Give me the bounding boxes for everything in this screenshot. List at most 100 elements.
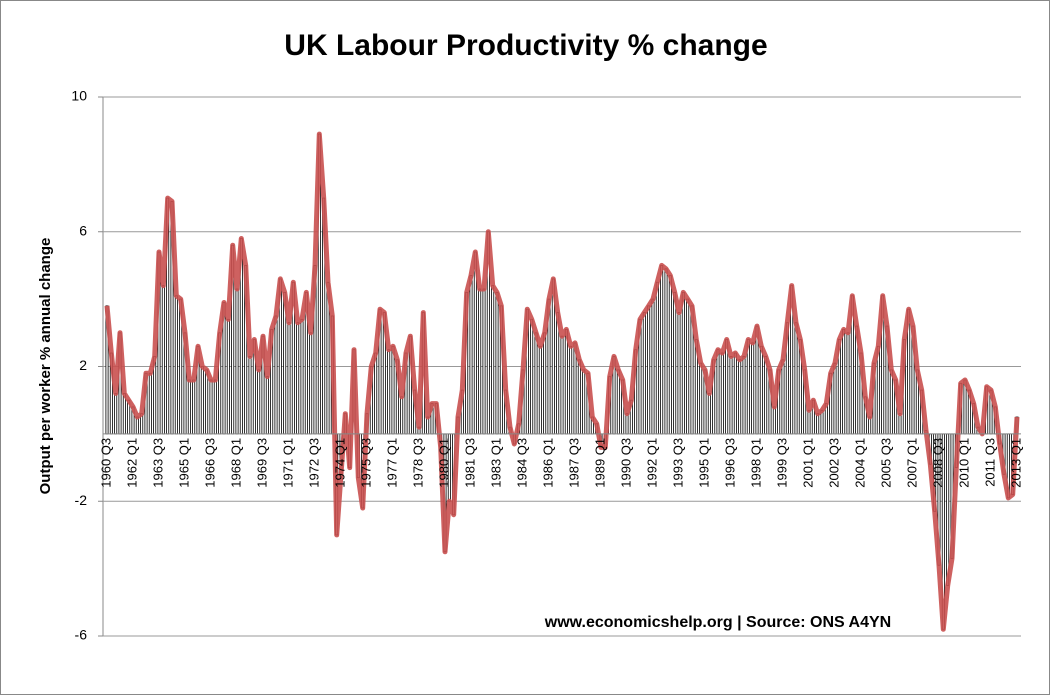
- y-tick-label: 10: [71, 88, 87, 104]
- bar: [751, 342, 755, 435]
- bar: [759, 345, 763, 435]
- bar: [287, 322, 291, 435]
- x-tick-label: 2013 Q1: [1008, 438, 1023, 488]
- bar: [538, 345, 542, 435]
- bar: [889, 369, 893, 435]
- bar: [720, 352, 724, 435]
- bar: [387, 349, 391, 435]
- bar: [226, 318, 230, 435]
- x-tick-label: 1998 Q1: [748, 438, 763, 488]
- bar: [625, 413, 629, 435]
- x-tick-label: 2008 Q3: [930, 438, 945, 488]
- y-tick-label: -6: [75, 627, 88, 643]
- annotation: www.economicshelp.org | Source: ONS A4YN: [544, 614, 891, 631]
- bar: [876, 345, 880, 435]
- bar: [161, 285, 165, 435]
- bar: [807, 409, 811, 435]
- bar: [200, 366, 204, 435]
- x-tick-label: 1989 Q1: [592, 438, 607, 488]
- bar: [868, 416, 872, 435]
- bar: [716, 349, 720, 435]
- bar: [564, 329, 568, 435]
- bar: [833, 362, 837, 435]
- x-tick-label: 1971 Q1: [280, 438, 295, 488]
- x-tick-label: 1996 Q3: [722, 438, 737, 488]
- bar: [655, 281, 659, 435]
- bar: [569, 345, 573, 435]
- bar: [686, 298, 690, 435]
- x-tick-label: 1990 Q3: [618, 438, 633, 488]
- bar: [248, 355, 252, 435]
- bar: [257, 369, 261, 435]
- bar: [781, 359, 785, 435]
- bar: [300, 318, 304, 435]
- bar: [491, 285, 495, 435]
- bar: [205, 369, 209, 435]
- x-tick-label: 2011 Q3: [982, 438, 997, 487]
- x-tick-label: 1965 Q1: [176, 438, 191, 488]
- bar: [187, 379, 191, 435]
- bar: [898, 413, 902, 435]
- bar: [556, 312, 560, 435]
- x-tick-label: 1995 Q1: [696, 438, 711, 488]
- x-tick-label: 1983 Q1: [488, 438, 503, 488]
- bar: [530, 318, 534, 435]
- plot: -6 -2 2 6 10 1960 Q3 1962 Q1 1963 Q3 1965 Q1 1966…: [71, 88, 1023, 643]
- x-tick-label: 1975 Q3: [358, 438, 373, 488]
- bar: [755, 325, 759, 435]
- x-tick-label: 1974 Q1: [332, 438, 347, 488]
- bar: [668, 275, 672, 435]
- bar: [846, 332, 850, 435]
- bar: [495, 291, 499, 435]
- bar: [174, 295, 178, 435]
- bar: [746, 339, 750, 435]
- y-tick-label: 6: [79, 222, 87, 238]
- bar: [400, 396, 404, 435]
- x-tick-label: 1960 Q3: [98, 438, 113, 488]
- x-tick-label: 1977 Q1: [384, 438, 399, 488]
- x-tick-label: 1984 Q3: [514, 438, 529, 488]
- bar: [148, 372, 152, 435]
- y-tick-label: 2: [79, 357, 87, 373]
- bar: [677, 312, 681, 435]
- x-tick-label: 2002 Q3: [826, 438, 841, 488]
- bar: [469, 275, 473, 435]
- bar: [426, 416, 430, 435]
- bar: [309, 332, 313, 435]
- bar: [482, 288, 486, 435]
- bar: [842, 329, 846, 435]
- bar: [192, 379, 196, 435]
- bar: [391, 345, 395, 435]
- x-tick-label: 1972 Q3: [306, 438, 321, 488]
- x-tick-label: 2001 Q1: [800, 438, 815, 488]
- x-tick-label: 1966 Q3: [202, 438, 217, 488]
- x-tick-label: 1980 Q1: [436, 438, 451, 488]
- bar: [794, 322, 798, 435]
- bar: [374, 352, 378, 435]
- chart-title: UK Labour Productivity % change: [284, 29, 767, 62]
- x-tick-label: 1987 Q3: [566, 438, 581, 488]
- y-axis-label: Output per worker % annual change: [37, 238, 54, 495]
- bar: [946, 433, 950, 586]
- x-tick-label: 2007 Q1: [904, 438, 919, 488]
- bar: [296, 322, 300, 435]
- bar: [122, 393, 126, 435]
- bar: [764, 355, 768, 435]
- bar: [673, 291, 677, 435]
- x-tick-label: 1986 Q1: [540, 438, 555, 488]
- bar: [213, 379, 217, 435]
- bar: [235, 288, 239, 435]
- bar: [772, 406, 776, 435]
- bar: [560, 335, 564, 435]
- bar: [738, 359, 742, 435]
- bar: [642, 312, 646, 435]
- bar: [135, 416, 139, 435]
- bar: [681, 291, 685, 435]
- bar: [577, 359, 581, 435]
- bar: [647, 305, 651, 435]
- bar: [114, 393, 118, 435]
- y-tick-label: -2: [75, 492, 88, 508]
- bar: [707, 393, 711, 435]
- x-tick-label: 1992 Q1: [644, 438, 659, 488]
